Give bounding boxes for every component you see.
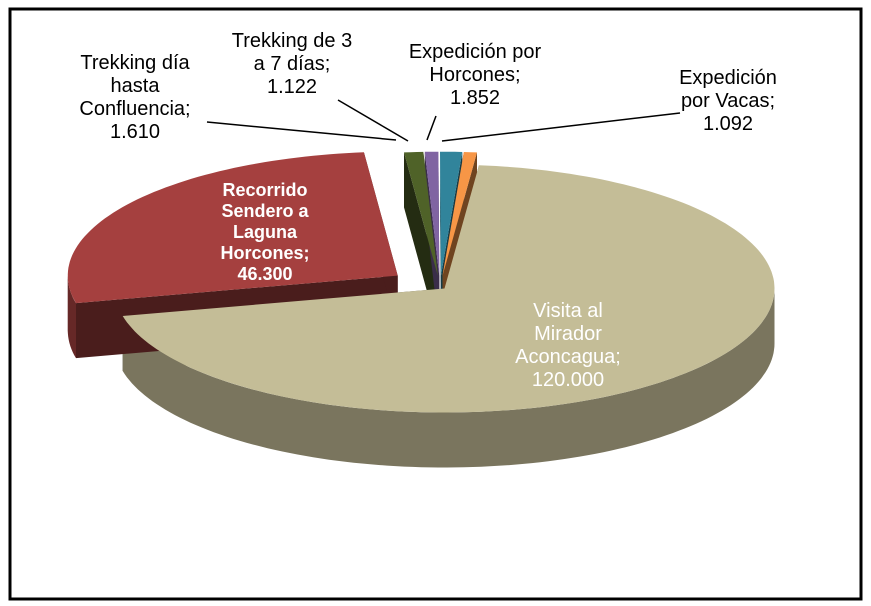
slice-wall — [122, 288, 775, 468]
slice-label: Trekking día hasta Confluencia; 1.610 — [60, 52, 210, 144]
pie-tops — [67, 151, 775, 413]
slice-category: Trekking día hasta Confluencia; — [79, 52, 191, 120]
slice-category: Visita al Mirador Aconcagua; — [515, 300, 621, 368]
slice-value: 1.852 — [449, 87, 501, 109]
slice — [122, 165, 775, 413]
slice-label: Trekking de 3 a 7 días; 1.122 — [225, 30, 360, 99]
slice — [67, 152, 398, 304]
leader-line — [441, 112, 681, 142]
slice-value: 46.300 — [237, 264, 293, 284]
slice-side — [404, 152, 438, 331]
slice-value: 1.610 — [109, 121, 161, 143]
slice-value: 1.092 — [702, 113, 754, 135]
slice-label: Expedición por Vacas; 1.092 — [668, 67, 788, 136]
slice — [424, 151, 440, 276]
slice-value: 1.122 — [266, 76, 318, 98]
leader-lines — [206, 99, 681, 142]
leader-line — [337, 99, 409, 142]
slice-label: Expedición por Horcones; 1.852 — [405, 41, 545, 110]
slice — [442, 152, 477, 276]
slice — [404, 151, 438, 276]
slice-category: Recorrido Sendero a Laguna Horcones; — [220, 180, 310, 263]
slice-side — [440, 151, 441, 331]
slice-label: Visita al Mirador Aconcagua; 120.000 — [498, 300, 638, 392]
slice-category: Expedición por Vacas; — [679, 67, 777, 112]
slice-wall — [67, 275, 76, 359]
slice — [440, 151, 463, 276]
leader-line — [206, 121, 397, 141]
leader-line — [426, 115, 437, 141]
slice-category: Expedición por Horcones; — [408, 41, 542, 86]
slice-label: Recorrido Sendero a Laguna Horcones; 46.3… — [203, 180, 328, 285]
slice-category: Trekking de 3 a 7 días; — [231, 30, 353, 75]
slice-value: 120.000 — [531, 369, 605, 391]
